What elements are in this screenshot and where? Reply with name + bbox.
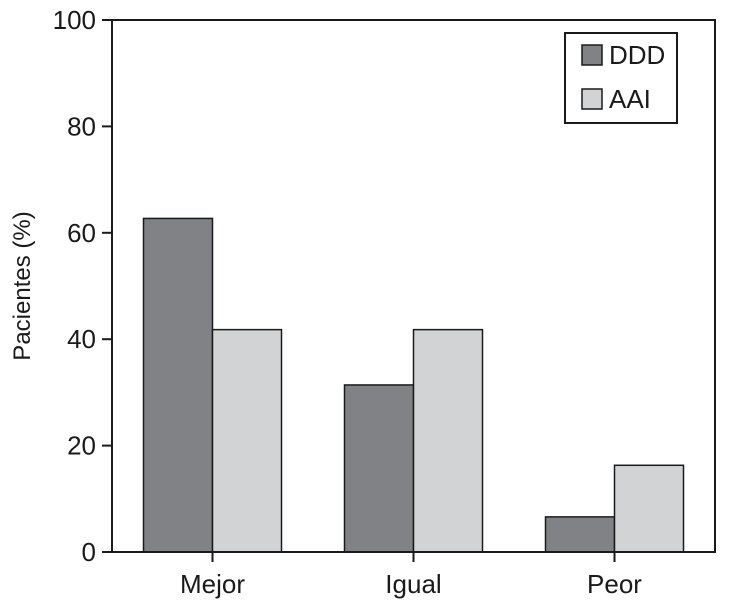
y-tick-label: 100 [53, 5, 96, 35]
y-tick-label: 40 [67, 324, 96, 354]
bar-ddd-mejor [142, 217, 214, 553]
y-tick-label: 20 [67, 431, 96, 461]
bar-ddd-igual [343, 384, 415, 553]
y-axis-title: Pacientes (%) [9, 211, 36, 360]
bars-group [142, 217, 685, 553]
legend-label-ddd: DDD [609, 40, 665, 70]
bar-ddd-peor [544, 516, 616, 553]
x-tick-label-igual: Igual [385, 569, 441, 599]
bar-aai-peor [613, 464, 685, 553]
y-tick-label: 0 [82, 537, 96, 567]
legend: DDD AAI [564, 32, 678, 124]
x-tick-label-mejor: Mejor [180, 569, 245, 599]
legend-swatch-aai [581, 88, 603, 110]
legend-label-aai: AAI [609, 84, 651, 114]
bar-aai-igual [412, 328, 484, 553]
y-tick-label: 60 [67, 218, 96, 248]
legend-swatch-ddd [581, 44, 603, 66]
x-tick-label-peor: Peor [587, 569, 642, 599]
y-tick-label: 80 [67, 111, 96, 141]
bar-aai-mejor [211, 328, 283, 553]
x-axis: Mejor Igual Peor [180, 552, 642, 599]
y-axis: 0 20 40 60 80 100 [53, 5, 112, 567]
